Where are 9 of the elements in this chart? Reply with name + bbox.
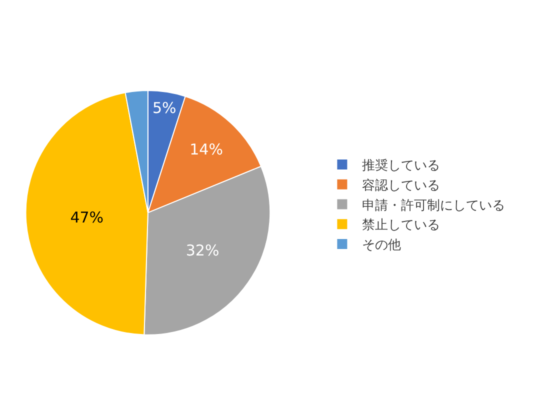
data-label: 14% [190,140,223,159]
data-label: 47% [70,208,104,226]
data-label: 32% [186,242,220,260]
legend-label: その他 [362,238,402,254]
legend-label: 推奨している [362,158,440,174]
data-label: 5% [152,99,176,118]
legend-label: 容認している [362,177,440,194]
legend-label: 申請・許可制にしている [362,198,506,214]
legend-label: 禁止している [362,218,440,234]
